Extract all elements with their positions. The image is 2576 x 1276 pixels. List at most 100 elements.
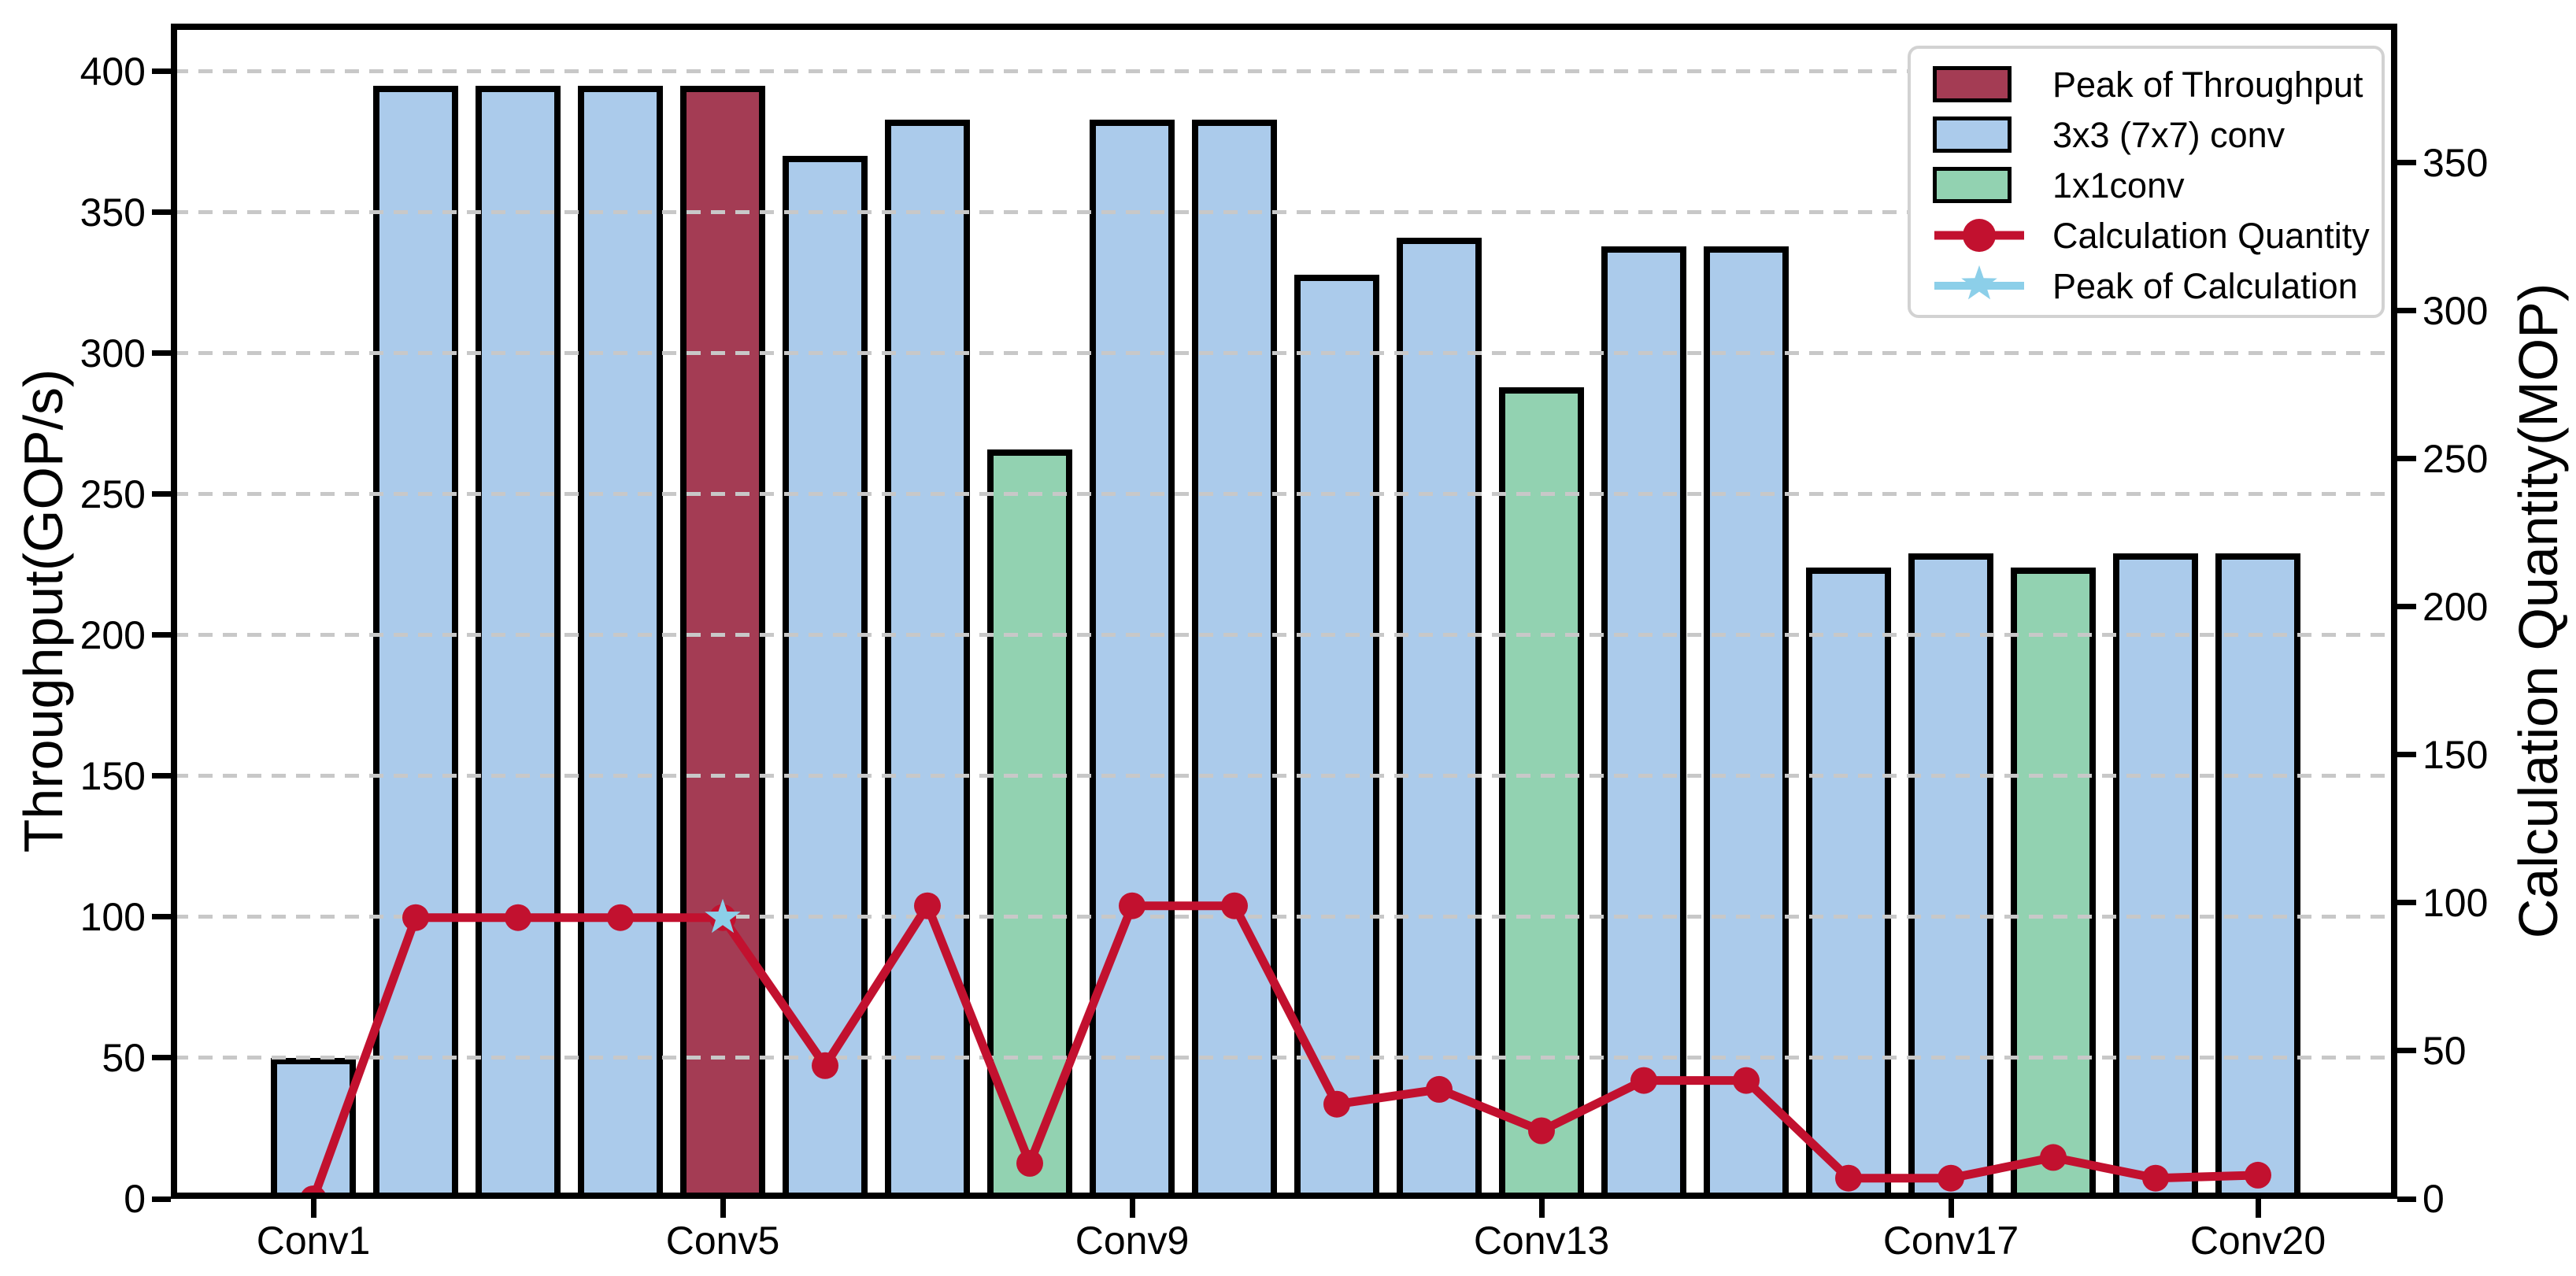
right-axis-tick-0 (2397, 1196, 2416, 1202)
calculation-quantity-point-conv7 (914, 892, 941, 919)
x-axis-tick-conv17 (1948, 1199, 1954, 1218)
left-axis-tick-label-50: 50 (102, 1035, 146, 1080)
x-axis-tick-label-conv17: Conv17 (1882, 1219, 2019, 1263)
gridline-300 (174, 351, 2394, 356)
calculation-quantity-point-conv16 (1835, 1164, 1862, 1192)
calculation-quantity-point-conv4 (607, 904, 634, 931)
bar-conv2-conv3x3 (373, 85, 458, 1199)
calculation-quantity-point-conv8 (1016, 1149, 1043, 1177)
calculation-quantity-point-conv3 (505, 904, 531, 931)
right-axis-tick-label-150: 150 (2422, 732, 2489, 777)
calculation-quantity-line (309, 901, 2259, 1199)
legend-label: 3x3 (7x7) conv (2052, 114, 2285, 155)
x-axis-tick-conv13 (1538, 1199, 1545, 1218)
legend-item-peak-of-calculation: Peak of Calculation (1933, 261, 2382, 311)
left-axis-tick-250 (152, 491, 171, 497)
calculation-quantity-point-conv11 (1323, 1090, 1350, 1118)
conv3x3-swatch-icon (1933, 117, 2012, 153)
calculation-quantity-point-conv20 (2245, 1161, 2271, 1189)
right-axis-tick-label-350: 350 (2422, 140, 2489, 185)
left-axis-tick-label-150: 150 (80, 753, 146, 798)
left-axis-tick-150 (152, 773, 171, 779)
left-axis-tick-300 (152, 350, 171, 357)
right-axis-tick-250 (2397, 456, 2416, 462)
calculation-quantity-point-conv19 (2142, 1164, 2169, 1192)
calculation-quantity-point-conv13 (1528, 1117, 1555, 1145)
gridline-150 (174, 774, 2394, 779)
left-axis-tick-0 (152, 1196, 171, 1202)
calculation-quantity-point-conv2 (402, 904, 429, 931)
left-axis-tick-label-0: 0 (124, 1177, 146, 1221)
calculation-quantity-point-conv12 (1426, 1075, 1453, 1103)
right-axis-tick-150 (2397, 752, 2416, 758)
legend-item-calculation-quantity: Calculation Quantity (1933, 210, 2382, 261)
x-axis-tick-conv1 (310, 1199, 316, 1218)
x-axis-tick-label-conv9: Conv9 (1075, 1219, 1190, 1263)
line-star-marker-icon (1934, 265, 2024, 300)
bar-conv7-conv3x3 (885, 119, 970, 1199)
calculation-quantity-point-conv9 (1119, 892, 1146, 919)
peak-of-calculation-star-icon (705, 898, 741, 934)
calculation-quantity-point-conv14 (1630, 1067, 1657, 1094)
bar-conv5-peak (680, 85, 765, 1199)
gridline-100 (174, 915, 2394, 919)
legend-label: Calculation Quantity (2052, 215, 2370, 256)
line-dot-marker-icon (1934, 219, 2024, 252)
peak-throughput-swatch-icon (1933, 66, 2012, 102)
bar-conv9-conv3x3 (1090, 119, 1175, 1199)
bar-conv12-conv3x3 (1397, 238, 1482, 1199)
bar-conv20-conv3x3 (2215, 553, 2300, 1199)
x-axis-tick-label-conv1: Conv1 (256, 1219, 371, 1263)
calculation-quantity-point-conv18 (2040, 1144, 2067, 1171)
legend-item-1x1-conv: 1x1conv (1933, 160, 2382, 210)
left-axis-tick-label-250: 250 (80, 472, 146, 516)
bar-conv10-conv3x3 (1192, 119, 1277, 1199)
legend-label: 1x1conv (2052, 165, 2185, 205)
gridline-250 (174, 492, 2394, 497)
gridline-50 (174, 1056, 2394, 1060)
gridline-400 (174, 69, 2394, 74)
x-axis-tick-label-conv13: Conv13 (1473, 1219, 1610, 1263)
legend-item-3x3-conv: 3x3 (7x7) conv (1933, 109, 2382, 160)
right-axis-tick-50 (2397, 1048, 2416, 1054)
bar-conv18-conv1x1 (2011, 568, 2096, 1199)
left-axis-title: Throughput(GOP/s) (13, 368, 74, 853)
right-axis-tick-label-50: 50 (2422, 1028, 2467, 1073)
calculation-quantity-line-layer (300, 892, 2271, 1199)
bar-conv19-conv3x3 (2113, 553, 2198, 1199)
x-axis-tick-label-conv20: Conv20 (2189, 1219, 2326, 1263)
gridline-200 (174, 633, 2394, 638)
left-axis-tick-label-400: 400 (80, 49, 146, 94)
left-axis-tick-label-200: 200 (80, 612, 146, 657)
x-axis-tick-conv20 (2255, 1199, 2261, 1218)
bar-conv14-conv3x3 (1601, 246, 1686, 1199)
x-axis-tick-label-conv5: Conv5 (665, 1219, 780, 1263)
conv1x1-swatch-icon (1933, 167, 2012, 203)
left-axis-tick-100 (152, 914, 171, 920)
gridline-350 (174, 210, 2394, 215)
right-axis-tick-100 (2397, 900, 2416, 906)
calculation-quantity-point-conv6 (812, 1052, 838, 1079)
right-axis-tick-label-300: 300 (2422, 288, 2489, 333)
calculation-quantity-point-conv1 (300, 1185, 327, 1199)
right-axis-tick-300 (2397, 308, 2416, 314)
left-axis-tick-350 (152, 209, 171, 216)
right-axis-title: Calculation Quantity(MOP) (2508, 283, 2569, 939)
calculation-quantity-point-conv15 (1733, 1067, 1760, 1094)
bar-conv4-conv3x3 (578, 85, 663, 1199)
right-axis-tick-label-200: 200 (2422, 584, 2489, 629)
left-axis-tick-label-100: 100 (80, 894, 146, 939)
legend-label: Peak of Throughput (2052, 64, 2363, 105)
legend-item-peak-of-throughput: Peak of Throughput (1933, 59, 2382, 109)
bar-conv15-conv3x3 (1704, 246, 1789, 1199)
legend: Peak of Throughput 3x3 (7x7) conv 1x1con… (1908, 46, 2385, 318)
x-axis-tick-conv5 (720, 1199, 726, 1218)
right-axis-tick-200 (2397, 604, 2416, 610)
bar-conv13-conv1x1 (1499, 386, 1584, 1199)
bar-conv8-conv1x1 (987, 449, 1072, 1199)
right-axis-tick-label-0: 0 (2422, 1177, 2445, 1221)
left-axis-tick-label-300: 300 (80, 331, 146, 375)
right-axis-tick-label-250: 250 (2422, 436, 2489, 481)
left-axis-tick-label-350: 350 (80, 190, 146, 235)
